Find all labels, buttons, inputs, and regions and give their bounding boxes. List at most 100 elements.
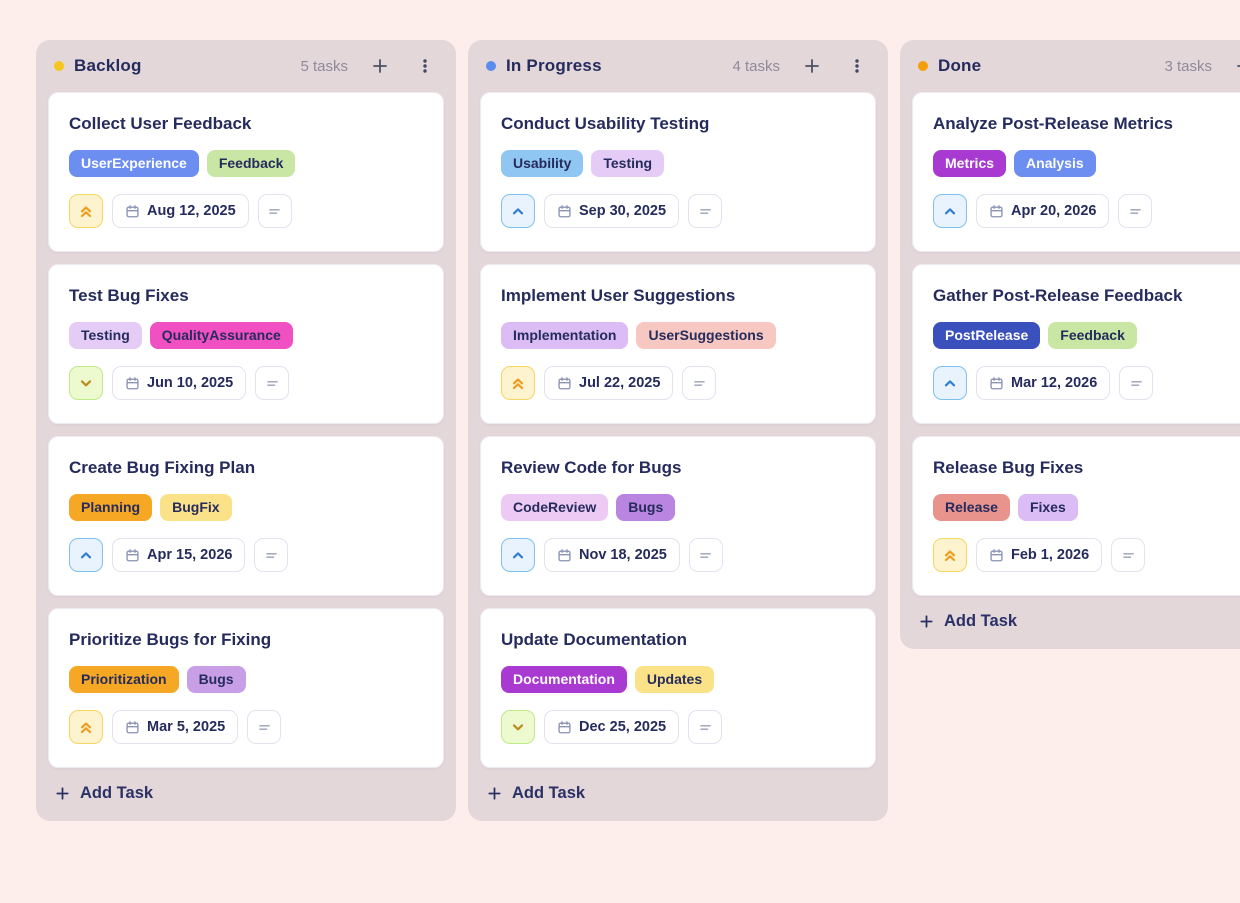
tag-pill: Usability [501,150,584,178]
tag-list: Usability Testing [501,150,855,178]
priority-medium-badge [933,366,967,401]
kanban-column: Done 3 tasks Analyze Post-Release Metric… [900,40,1240,649]
tag-list: Metrics Analysis [933,150,1240,178]
tag-pill: Documentation [501,666,627,694]
due-date-chip: Feb 1, 2026 [976,538,1103,573]
column-menu-button[interactable] [412,53,438,79]
priority-medium-badge [501,538,535,573]
task-title: Prioritize Bugs for Fixing [69,630,272,649]
column-header: In Progress 4 tasks [480,40,876,92]
due-date-chip: Mar 12, 2026 [976,366,1111,401]
text-lines-icon [264,548,279,563]
card-meta: Jun 10, 2025 [69,366,423,401]
calendar-icon [557,720,572,735]
calendar-icon [989,376,1004,391]
task-card[interactable]: Collect User Feedback UserExperience Feed… [48,92,444,252]
text-lines-icon [1128,204,1143,219]
text-lines-icon [698,548,713,563]
task-card[interactable]: Analyze Post-Release Metrics Metrics Anal… [912,92,1240,252]
card-list: Conduct Usability Testing Usability Testi… [480,92,876,768]
card-meta: Nov 18, 2025 [501,538,855,573]
column-task-count: 3 tasks [1164,57,1212,75]
due-date-chip: Aug 12, 2025 [112,194,249,229]
add-task-button[interactable]: Add Task [54,784,153,803]
tag-pill: Updates [634,666,715,694]
card-meta: Dec 25, 2025 [501,710,855,745]
column-add-button[interactable] [366,52,394,80]
calendar-icon [989,204,1004,219]
calendar-icon [557,376,572,391]
column-task-count: 4 tasks [732,57,780,75]
column-title: Done [938,56,982,75]
tag-pill: Metrics [933,150,1007,178]
card-meta: Apr 15, 2026 [69,538,423,573]
column-title: In Progress [506,56,602,75]
text-lines-icon [1129,376,1144,391]
tag-list: Planning BugFix [69,494,423,522]
due-date-text: Feb 1, 2026 [1011,547,1090,564]
card-meta: Mar 12, 2026 [933,366,1240,401]
tag-pill: Prioritization [69,666,179,694]
text-lines-icon [698,204,713,219]
tag-pill: Testing [591,150,665,178]
due-date-text: Apr 20, 2026 [1011,203,1097,220]
due-date-chip: Apr 20, 2026 [976,194,1110,229]
add-task-label: Add Task [512,784,586,802]
due-date-text: Jul 22, 2025 [579,375,661,392]
plus-icon [918,613,935,630]
tag-pill: PostRelease [933,322,1041,350]
column-header: Done 3 tasks [912,40,1240,92]
calendar-icon [125,204,140,219]
priority-low-badge [69,366,103,401]
task-card[interactable]: Create Bug Fixing Plan Planning BugFix Ap… [48,436,444,596]
add-task-button[interactable]: Add Task [918,612,1017,631]
task-title: Test Bug Fixes [69,286,189,305]
card-meta: Feb 1, 2026 [933,538,1240,573]
due-date-text: Jun 10, 2025 [147,375,234,392]
task-card[interactable]: Test Bug Fixes Testing QualityAssurance J… [48,264,444,424]
calendar-icon [125,376,140,391]
tag-pill: Implementation [501,322,629,350]
task-card[interactable]: Conduct Usability Testing Usability Testi… [480,92,876,252]
column-menu-button[interactable] [844,53,870,79]
calendar-icon [557,548,572,563]
column-task-count: 5 tasks [300,57,348,75]
task-card[interactable]: Review Code for Bugs CodeReview Bugs Nov … [480,436,876,596]
tag-pill: Analysis [1014,150,1096,178]
column-add-button[interactable] [798,52,826,80]
tag-list: Prioritization Bugs [69,666,423,694]
text-lines-icon [698,720,713,735]
kebab-menu-icon [416,57,434,75]
card-meta: Jul 22, 2025 [501,366,855,401]
card-list: Analyze Post-Release Metrics Metrics Anal… [912,92,1240,596]
task-card[interactable]: Release Bug Fixes Release Fixes Feb 1, 20… [912,436,1240,596]
calendar-icon [989,548,1004,563]
column-status-dot [918,61,928,71]
kanban-board: Backlog 5 tasks Collect User Feedback Us… [36,40,1240,821]
task-card[interactable]: Gather Post-Release Feedback PostRelease… [912,264,1240,424]
task-title: Conduct Usability Testing [501,114,710,133]
task-card[interactable]: Implement User Suggestions Implementatio… [480,264,876,424]
tag-pill: Bugs [616,494,676,522]
column-header: Backlog 5 tasks [48,40,444,92]
due-date-text: Dec 25, 2025 [579,719,667,736]
plus-icon [802,56,822,76]
priority-medium-badge [501,194,535,229]
column-add-button[interactable] [1230,52,1240,80]
priority-medium-badge [933,194,967,229]
due-date-chip: Dec 25, 2025 [544,710,680,745]
tag-list: Documentation Updates [501,666,855,694]
tag-pill: Planning [69,494,153,522]
add-task-button[interactable]: Add Task [486,784,585,803]
calendar-icon [557,204,572,219]
calendar-icon [125,548,140,563]
description-chip [688,710,723,745]
column-title: Backlog [74,56,142,75]
tag-list: CodeReview Bugs [501,494,855,522]
tag-list: Release Fixes [933,494,1240,522]
task-card[interactable]: Prioritize Bugs for Fixing Prioritizatio… [48,608,444,768]
text-lines-icon [267,204,282,219]
task-title: Create Bug Fixing Plan [69,458,256,477]
task-card[interactable]: Update Documentation Documentation Update… [480,608,876,768]
task-title: Release Bug Fixes [933,458,1084,477]
